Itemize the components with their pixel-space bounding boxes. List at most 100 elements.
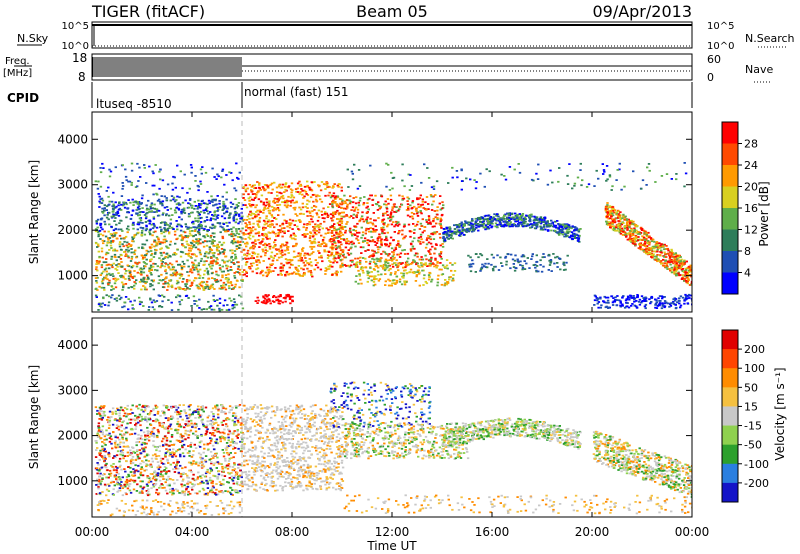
heatmap-cell (543, 224, 546, 226)
heatmap-cell (477, 218, 481, 220)
heatmap-cell (152, 279, 155, 282)
heatmap-cell (251, 270, 254, 273)
heatmap-cell (323, 250, 326, 253)
heatmap-cell (175, 220, 178, 222)
heatmap-cell (371, 255, 374, 258)
heatmap-cell (279, 300, 282, 302)
heatmap-cell (435, 266, 438, 269)
heatmap-cell (347, 253, 351, 256)
heatmap-cell (358, 273, 361, 275)
heatmap-cell (662, 264, 665, 267)
heatmap-cell (159, 222, 163, 224)
heatmap-cell (414, 208, 418, 211)
heatmap-cell (487, 262, 490, 265)
heatmap-cell (366, 205, 369, 208)
heatmap-cell (335, 253, 338, 256)
heatmap-cell (155, 300, 159, 302)
heatmap-cell (304, 264, 307, 267)
heatmap-cell (683, 260, 686, 263)
heatmap-cell (235, 218, 238, 221)
heatmap-cell (236, 240, 239, 243)
heatmap-cell (176, 294, 180, 297)
heatmap-cell (178, 234, 182, 237)
heatmap-cell (100, 272, 104, 275)
heatmap-cell (174, 274, 177, 277)
heatmap-cell (413, 213, 416, 215)
heatmap-cell (309, 245, 312, 248)
heatmap-cell (208, 240, 211, 243)
heatmap-cell (486, 258, 489, 260)
heatmap-cell (149, 272, 152, 274)
heatmap-cell (195, 238, 198, 241)
heatmap-cell (290, 191, 293, 194)
heatmap-cell (181, 187, 184, 190)
heatmap-cell (417, 240, 421, 243)
heatmap-cell (213, 176, 216, 178)
heatmap-cell (107, 218, 110, 221)
heatmap-cell (389, 198, 393, 201)
heatmap-cell (347, 240, 350, 242)
heatmap-cell (673, 271, 676, 274)
heatmap-cell (222, 203, 225, 205)
heatmap-cell (463, 223, 466, 226)
heatmap-cell (409, 248, 413, 251)
heatmap-cell (353, 233, 356, 236)
heatmap-cell (634, 243, 637, 246)
heatmap-cell (557, 257, 561, 260)
heatmap-cell (186, 191, 189, 194)
heatmap-cell (516, 217, 519, 219)
heatmap-cell (272, 295, 276, 297)
heatmap-cell (402, 225, 406, 228)
heatmap-cell (553, 229, 557, 232)
heatmap-cell (284, 258, 288, 260)
heatmap-cell (192, 279, 196, 282)
heatmap-cell (164, 255, 167, 258)
heatmap-cell (269, 270, 272, 273)
heatmap-cell (380, 244, 383, 247)
heatmap-cell (335, 261, 339, 264)
heatmap-cell (142, 211, 145, 213)
heatmap-cell (301, 202, 304, 205)
heatmap-cell (435, 222, 438, 225)
heatmap-cell (679, 265, 683, 268)
heatmap-cell (146, 276, 150, 279)
heatmap-cell (296, 214, 299, 217)
heatmap-cell (244, 184, 248, 187)
heatmap-cell (515, 267, 518, 270)
heatmap-cell (205, 240, 209, 243)
heatmap-cell (313, 268, 316, 271)
heatmap-cell (422, 207, 425, 209)
heatmap-cell (361, 234, 365, 237)
heatmap-cell (373, 229, 376, 232)
heatmap-cell (188, 230, 192, 233)
heatmap-cell (283, 201, 287, 204)
heatmap-cell (146, 211, 149, 214)
heatmap-cell (630, 230, 633, 232)
heatmap-cell (225, 309, 229, 311)
heatmap-cell (227, 228, 231, 231)
heatmap-cell (383, 239, 387, 241)
heatmap-cell (487, 226, 490, 229)
heatmap-cell (540, 270, 544, 273)
heatmap-cell (354, 245, 357, 248)
heatmap-cell (140, 270, 143, 273)
heatmap-cell (501, 224, 504, 227)
heatmap-cell (308, 210, 311, 213)
heatmap-cell (435, 244, 438, 246)
heatmap-cell (196, 210, 199, 213)
heatmap-cell (462, 225, 465, 227)
heatmap-cell (534, 263, 537, 266)
heatmap-cell (299, 252, 302, 255)
heatmap-cell (445, 259, 449, 261)
heatmap-cell (465, 228, 469, 230)
heatmap-cell (441, 245, 445, 248)
heatmap-cell (286, 295, 289, 298)
heatmap-cell (214, 198, 217, 201)
heatmap-cell (101, 302, 104, 305)
heatmap-cell (641, 235, 644, 238)
heatmap-cell (671, 268, 674, 271)
heatmap-cell (129, 217, 133, 220)
heatmap-cell (674, 273, 678, 276)
heatmap-cell (335, 274, 338, 277)
heatmap-cell (650, 249, 654, 252)
